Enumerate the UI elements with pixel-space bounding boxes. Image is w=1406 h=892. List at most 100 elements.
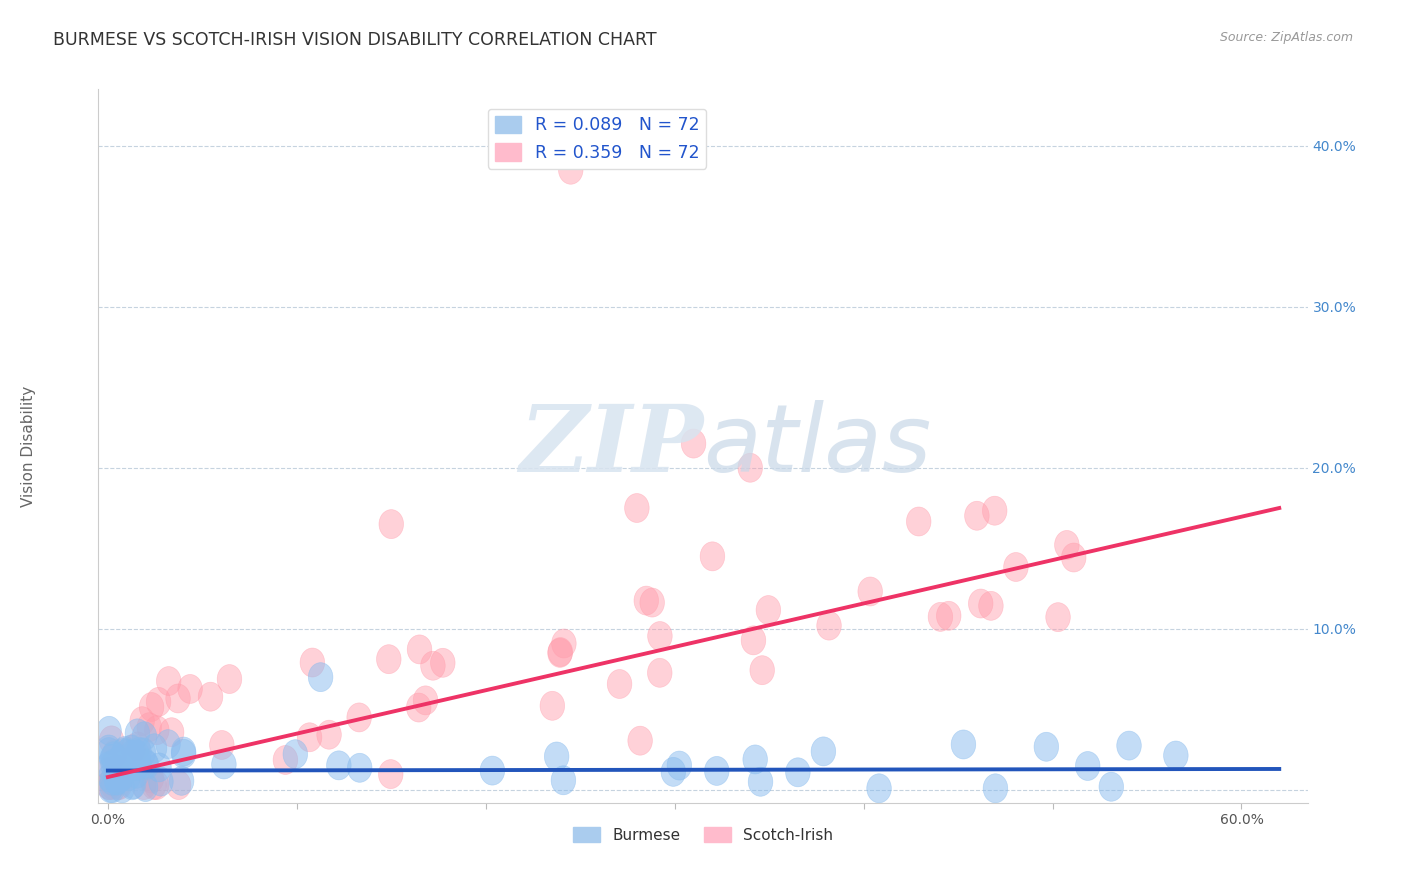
Ellipse shape <box>326 751 352 780</box>
Ellipse shape <box>558 155 583 185</box>
Ellipse shape <box>105 771 131 799</box>
Ellipse shape <box>628 726 652 756</box>
Ellipse shape <box>117 748 141 777</box>
Ellipse shape <box>969 589 993 618</box>
Ellipse shape <box>540 691 565 721</box>
Ellipse shape <box>738 453 762 483</box>
Legend: Burmese, Scotch-Irish: Burmese, Scotch-Irish <box>567 821 839 848</box>
Ellipse shape <box>125 732 150 761</box>
Ellipse shape <box>132 722 156 751</box>
Text: atlas: atlas <box>703 401 931 491</box>
Ellipse shape <box>378 760 404 789</box>
Ellipse shape <box>134 750 159 780</box>
Ellipse shape <box>1033 732 1059 761</box>
Ellipse shape <box>104 762 128 790</box>
Ellipse shape <box>101 751 125 780</box>
Ellipse shape <box>97 716 121 746</box>
Ellipse shape <box>125 747 150 777</box>
Ellipse shape <box>607 670 631 698</box>
Ellipse shape <box>907 507 931 536</box>
Ellipse shape <box>811 737 835 766</box>
Ellipse shape <box>548 638 572 666</box>
Text: BURMESE VS SCOTCH-IRISH VISION DISABILITY CORRELATION CHART: BURMESE VS SCOTCH-IRISH VISION DISABILIT… <box>53 31 657 49</box>
Ellipse shape <box>979 591 1004 620</box>
Ellipse shape <box>97 771 121 799</box>
Y-axis label: Vision Disability: Vision Disability <box>21 385 37 507</box>
Ellipse shape <box>1164 741 1188 770</box>
Ellipse shape <box>166 771 191 799</box>
Ellipse shape <box>1046 603 1070 632</box>
Ellipse shape <box>145 771 169 799</box>
Ellipse shape <box>97 738 121 766</box>
Ellipse shape <box>748 767 773 797</box>
Ellipse shape <box>624 493 650 523</box>
Ellipse shape <box>742 745 768 774</box>
Ellipse shape <box>159 718 184 747</box>
Ellipse shape <box>110 760 134 789</box>
Ellipse shape <box>146 688 172 716</box>
Ellipse shape <box>172 739 195 768</box>
Ellipse shape <box>97 752 121 780</box>
Ellipse shape <box>145 715 169 745</box>
Ellipse shape <box>139 692 165 722</box>
Ellipse shape <box>548 639 572 667</box>
Ellipse shape <box>700 541 724 571</box>
Ellipse shape <box>103 739 127 769</box>
Ellipse shape <box>1062 543 1085 572</box>
Ellipse shape <box>121 770 146 799</box>
Ellipse shape <box>936 601 962 631</box>
Ellipse shape <box>104 766 129 795</box>
Ellipse shape <box>139 764 163 793</box>
Ellipse shape <box>111 739 136 767</box>
Ellipse shape <box>198 682 222 711</box>
Ellipse shape <box>858 577 883 606</box>
Ellipse shape <box>406 693 432 722</box>
Ellipse shape <box>749 656 775 685</box>
Ellipse shape <box>134 749 157 778</box>
Ellipse shape <box>120 735 143 764</box>
Ellipse shape <box>786 758 810 787</box>
Ellipse shape <box>551 629 576 658</box>
Ellipse shape <box>124 752 148 780</box>
Ellipse shape <box>741 626 766 655</box>
Ellipse shape <box>97 757 121 786</box>
Text: Source: ZipAtlas.com: Source: ZipAtlas.com <box>1219 31 1353 45</box>
Ellipse shape <box>100 726 124 755</box>
Ellipse shape <box>479 756 505 785</box>
Ellipse shape <box>108 763 134 792</box>
Ellipse shape <box>169 766 194 796</box>
Ellipse shape <box>1099 772 1123 801</box>
Ellipse shape <box>212 750 236 779</box>
Ellipse shape <box>136 713 162 741</box>
Ellipse shape <box>413 686 437 714</box>
Ellipse shape <box>209 731 235 759</box>
Ellipse shape <box>125 740 149 769</box>
Ellipse shape <box>134 772 157 802</box>
Ellipse shape <box>98 764 122 792</box>
Ellipse shape <box>297 723 322 752</box>
Ellipse shape <box>120 771 145 800</box>
Ellipse shape <box>129 706 155 736</box>
Ellipse shape <box>273 746 298 774</box>
Ellipse shape <box>283 739 308 769</box>
Ellipse shape <box>149 767 173 796</box>
Ellipse shape <box>408 635 432 664</box>
Ellipse shape <box>648 622 672 650</box>
Ellipse shape <box>97 771 121 799</box>
Ellipse shape <box>1116 731 1142 760</box>
Ellipse shape <box>380 509 404 539</box>
Ellipse shape <box>299 648 325 677</box>
Ellipse shape <box>124 759 149 789</box>
Ellipse shape <box>648 658 672 688</box>
Ellipse shape <box>347 703 371 732</box>
Ellipse shape <box>866 773 891 803</box>
Ellipse shape <box>121 735 145 764</box>
Ellipse shape <box>756 596 780 624</box>
Ellipse shape <box>420 651 446 681</box>
Ellipse shape <box>146 753 172 782</box>
Ellipse shape <box>120 751 145 780</box>
Ellipse shape <box>142 771 166 799</box>
Ellipse shape <box>125 719 149 747</box>
Ellipse shape <box>120 740 145 769</box>
Ellipse shape <box>111 754 135 782</box>
